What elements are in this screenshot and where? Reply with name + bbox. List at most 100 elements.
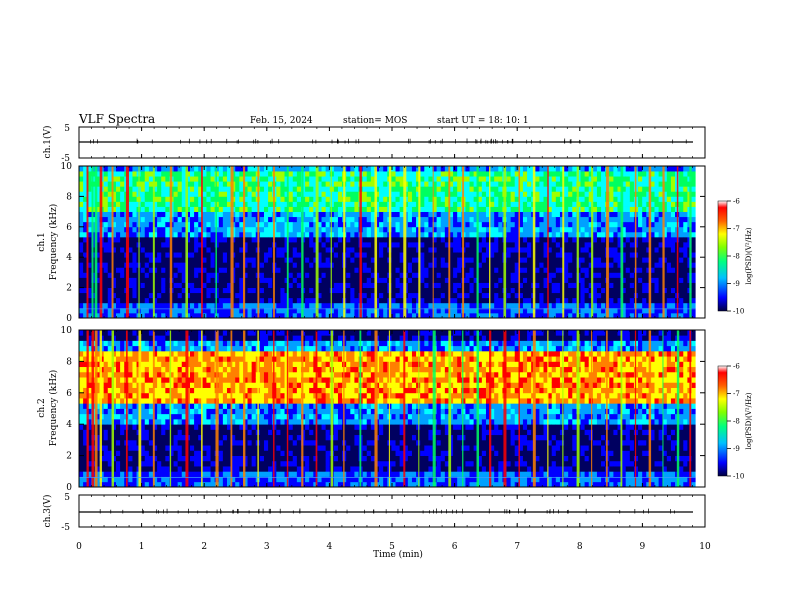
spectrogram-cell xyxy=(338,242,343,247)
spectrogram-cell xyxy=(601,262,606,267)
spectrogram-cell xyxy=(297,171,302,176)
spectrogram-cell xyxy=(465,242,470,247)
spectrogram-cell xyxy=(248,257,253,262)
spectrogram-cell xyxy=(174,247,179,252)
spectrogram-cell xyxy=(297,252,302,257)
spectrogram-cell xyxy=(408,257,413,262)
spectrogram-cell xyxy=(206,252,211,257)
spectrogram-cell xyxy=(568,186,573,191)
spectrogram-cell xyxy=(671,298,676,303)
spectrogram-cell xyxy=(556,181,561,186)
spectrogram-cell xyxy=(120,212,125,217)
spectrogram-cell xyxy=(104,445,109,451)
spectrogram-cell xyxy=(498,237,503,242)
spectrogram-cell xyxy=(420,227,425,232)
spectrogram-cell xyxy=(412,288,417,293)
spectrogram-cell xyxy=(280,171,285,176)
spectrogram-cell xyxy=(268,277,273,282)
spectrogram-cell xyxy=(535,212,540,217)
spectrogram-cell xyxy=(428,283,433,288)
spectrogram-cell xyxy=(585,237,590,242)
spectrogram-cell xyxy=(194,298,199,303)
sferic-line xyxy=(577,166,579,318)
spectrogram-cell xyxy=(104,456,109,462)
spectrogram-cell xyxy=(145,298,150,303)
spectrogram-cell xyxy=(145,237,150,242)
spectrogram-cell xyxy=(165,232,170,237)
spectrogram-cell xyxy=(408,186,413,191)
spectrogram-cell xyxy=(556,242,561,247)
spectrogram-cell xyxy=(428,303,433,308)
spectrogram-cell xyxy=(248,262,253,267)
spectrogram-cell xyxy=(141,217,146,222)
spectrogram-cell xyxy=(437,247,442,252)
spectrogram-cell xyxy=(120,330,125,336)
spectrogram-cell xyxy=(597,186,602,191)
spectrogram-cell xyxy=(141,272,146,277)
spectrogram-cell xyxy=(116,257,121,262)
spectrogram-cell xyxy=(424,257,429,262)
spectrogram-cell xyxy=(223,222,228,227)
spectrogram-cell xyxy=(691,267,696,272)
spectrogram-cell xyxy=(535,227,540,232)
spectrogram-cell xyxy=(297,242,302,247)
spectrogram-cell xyxy=(601,293,606,298)
spectrogram-cell xyxy=(412,222,417,227)
spectrogram-cell xyxy=(457,186,462,191)
spectrogram-cell xyxy=(638,191,643,196)
spectrogram-cell xyxy=(293,217,298,222)
spectrogram-cell xyxy=(354,298,359,303)
spectrogram-cell xyxy=(161,171,166,176)
spectrogram-cell xyxy=(116,191,121,196)
spectrogram-cell xyxy=(145,247,150,252)
spectrogram-cell xyxy=(354,201,359,206)
spectrogram-cell xyxy=(428,196,433,201)
spectrogram-cell xyxy=(498,303,503,308)
spectrogram-cell xyxy=(585,232,590,237)
spectrogram-cell xyxy=(190,207,195,212)
spectrogram-cell xyxy=(655,267,660,272)
spectrogram-cell xyxy=(264,207,269,212)
spectrogram-cell xyxy=(326,212,331,217)
spectrogram-cell xyxy=(420,217,425,222)
spectrogram-cell xyxy=(593,222,598,227)
spectrogram-cell xyxy=(363,247,368,252)
spectrogram-cell xyxy=(490,277,495,282)
spectrogram-cell xyxy=(211,262,216,267)
spectrogram-cell xyxy=(194,227,199,232)
spectrogram-cell xyxy=(494,252,499,257)
spectrogram-cell xyxy=(412,262,417,267)
spectrogram-cell xyxy=(326,237,331,242)
spectrogram-cell xyxy=(264,247,269,252)
spectrogram-cell xyxy=(539,212,544,217)
spectrogram-cell xyxy=(350,196,355,201)
spectrogram-cell xyxy=(572,262,577,267)
spectrogram-cell xyxy=(523,303,528,308)
spectrogram-cell xyxy=(667,257,672,262)
spectrogram-cell xyxy=(326,298,331,303)
sferic-line xyxy=(677,166,679,318)
spectrogram-cell xyxy=(248,267,253,272)
sferic-line xyxy=(301,166,303,318)
spectrogram-cell xyxy=(642,222,647,227)
spectrogram-cell xyxy=(161,267,166,272)
spectrogram-cell xyxy=(322,283,327,288)
spectrogram-cell xyxy=(354,227,359,232)
spectrogram-cell xyxy=(219,283,224,288)
spectrogram-cell xyxy=(120,247,125,252)
spectrogram-cell xyxy=(104,450,109,456)
spectrogram-cell xyxy=(252,293,257,298)
spectrogram-cell xyxy=(437,272,442,277)
spectrogram-cell xyxy=(655,242,660,247)
spectrogram-cell xyxy=(539,207,544,212)
spectrogram-cell xyxy=(289,257,294,262)
spectrogram-cell xyxy=(539,166,544,171)
spectrogram-cell xyxy=(383,257,388,262)
spectrogram-cell xyxy=(297,212,302,217)
spectrogram-cell xyxy=(223,217,228,222)
spectrogram-cell xyxy=(490,237,495,242)
spectrogram-cell xyxy=(104,388,109,394)
spectrogram-cell xyxy=(219,257,224,262)
spectrogram-cell xyxy=(494,227,499,232)
spectrogram-cell xyxy=(564,222,569,227)
